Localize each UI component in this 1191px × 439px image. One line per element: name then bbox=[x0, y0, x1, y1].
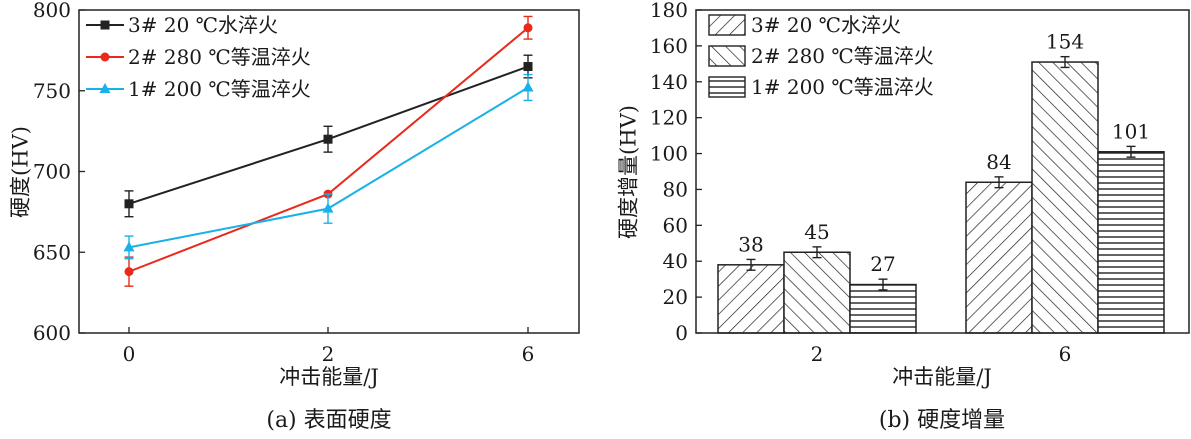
data-label-b-0-0: 38 bbox=[738, 232, 763, 256]
legend-label-a-2: 1# 200 ℃等温淬火 bbox=[128, 77, 311, 101]
data-point-a-0-1 bbox=[323, 134, 333, 144]
y-axis-title-b: 硬度增量(HV) bbox=[617, 105, 641, 239]
legend-marker-a-1 bbox=[100, 52, 110, 62]
y-tick-label-a-0: 600 bbox=[33, 321, 71, 345]
legend-label-b-1: 2# 280 ℃等温淬火 bbox=[751, 44, 934, 68]
x-tick-label-a-1: 2 bbox=[322, 342, 335, 366]
y-tick-label-b-9: 180 bbox=[650, 0, 688, 22]
data-label-b-2-0: 27 bbox=[870, 252, 895, 276]
error-bar-b-0-0 bbox=[746, 258, 756, 271]
legend-label-a-1: 2# 280 ℃等温淬火 bbox=[128, 45, 311, 69]
caption-a: (a) 表面硬度 bbox=[266, 408, 391, 433]
x-tick-label-a-0: 0 bbox=[123, 342, 136, 366]
legend-item-b-2: 1# 200 ℃等温淬火 bbox=[708, 75, 934, 99]
x-tick-label-b-1: 6 bbox=[1059, 342, 1072, 366]
y-tick-label-b-3: 60 bbox=[663, 213, 688, 237]
data-point-a-2-1 bbox=[322, 202, 334, 213]
y-tick-label-a-1: 650 bbox=[33, 240, 71, 264]
y-tick-label-a-4: 800 bbox=[33, 0, 71, 22]
x-tick-label-b-0: 2 bbox=[811, 342, 824, 366]
x-tick-label-a-2: 6 bbox=[522, 342, 535, 366]
plot-frame-a bbox=[78, 9, 580, 334]
x-axis-title-b: 冲击能量/J bbox=[892, 365, 992, 389]
y-tick-label-b-0: 0 bbox=[675, 321, 688, 345]
y-tick-label-a-3: 750 bbox=[33, 79, 71, 103]
data-point-a-2-2 bbox=[522, 81, 534, 92]
error-bar-b-2-0 bbox=[878, 278, 888, 291]
bar-b-1-0 bbox=[783, 251, 851, 334]
data-label-b-0-1: 84 bbox=[986, 150, 1011, 174]
y-tick-label-b-4: 80 bbox=[663, 177, 688, 201]
bar-b-0-0 bbox=[717, 264, 785, 334]
data-label-b-2-1: 101 bbox=[1112, 119, 1150, 143]
legend-label-b-0: 3# 20 ℃水淬火 bbox=[751, 13, 901, 37]
error-bar-b-1-1 bbox=[1060, 55, 1070, 69]
error-bar-b-2-1 bbox=[1126, 145, 1136, 158]
legend-label-b-2: 1# 200 ℃等温淬火 bbox=[751, 75, 934, 99]
y-tick-label-b-7: 140 bbox=[650, 70, 688, 94]
data-label-b-1-1: 154 bbox=[1046, 30, 1084, 54]
error-bar-b-1-0 bbox=[812, 246, 822, 259]
bar-b-2-1 bbox=[1097, 151, 1165, 334]
data-point-a-1-0 bbox=[124, 267, 134, 277]
y-axis-title-a: 硬度(HV) bbox=[9, 126, 33, 218]
legend-item-a-1: 2# 280 ℃等温淬火 bbox=[86, 45, 311, 69]
marks-a: 600 650 700 750 800 0 2 6 bbox=[33, 0, 535, 366]
bar-b-0-1 bbox=[965, 181, 1033, 334]
panel-a: 硬度(HV) 600 650 700 750 800 0 2 6 3# 20 ℃水淬火 2# 2… bbox=[9, 0, 580, 433]
series-b-0: 38 84 bbox=[717, 150, 1033, 334]
error-bar-b-0-1 bbox=[994, 176, 1004, 189]
legend-swatch-b-2 bbox=[708, 76, 746, 98]
legend-item-b-0: 3# 20 ℃水淬火 bbox=[708, 13, 901, 37]
y-axis-title-b-text: 硬度增量(HV) bbox=[617, 105, 641, 239]
data-label-b-1-0: 45 bbox=[804, 220, 829, 244]
legend-b: 3# 20 ℃水淬火 2# 280 ℃等温淬火 1# 200 ℃等温淬火 bbox=[708, 13, 934, 99]
y-tick-label-b-8: 160 bbox=[650, 34, 688, 58]
y-tick-label-b-1: 20 bbox=[663, 285, 688, 309]
legend-swatch-b-1 bbox=[708, 45, 746, 67]
series-a-0 bbox=[124, 54, 533, 218]
y-axis-title-a-text: 硬度(HV) bbox=[9, 126, 33, 218]
legend-item-b-1: 2# 280 ℃等温淬火 bbox=[708, 44, 934, 68]
legend-marker-a-2 bbox=[99, 83, 111, 93]
legend-a: 3# 20 ℃水淬火 2# 280 ℃等温淬火 1# 200 ℃等温淬火 bbox=[86, 13, 311, 101]
y-tick-label-a-2: 700 bbox=[33, 160, 71, 184]
data-point-a-0-2 bbox=[523, 62, 533, 72]
plot-frame-b bbox=[695, 9, 1190, 334]
x-axis-title-a: 冲击能量/J bbox=[279, 365, 379, 389]
y-tick-label-b-6: 120 bbox=[650, 106, 688, 130]
series-a-2 bbox=[123, 73, 534, 260]
data-point-a-0-0 bbox=[124, 199, 134, 209]
bar-b-2-0 bbox=[849, 283, 917, 334]
data-point-a-1-2 bbox=[523, 23, 533, 33]
caption-b: (b) 硬度增量 bbox=[879, 408, 1005, 433]
series-b-2: 27 101 bbox=[849, 119, 1165, 334]
legend-item-a-0: 3# 20 ℃水淬火 bbox=[86, 13, 278, 37]
legend-item-a-2: 1# 200 ℃等温淬火 bbox=[86, 77, 311, 101]
legend-marker-a-0 bbox=[100, 20, 110, 30]
y-tick-label-b-5: 100 bbox=[650, 142, 688, 166]
series-b-1: 45 154 bbox=[783, 30, 1099, 334]
y-tick-label-b-2: 40 bbox=[663, 249, 688, 273]
legend-label-a-0: 3# 20 ℃水淬火 bbox=[128, 13, 278, 37]
bar-b-1-1 bbox=[1031, 61, 1099, 334]
data-point-a-2-0 bbox=[123, 241, 135, 252]
marks-b: 0 20 40 60 80 100 120 140 160 180 2 6 38 84 45 154 27 101 bbox=[650, 0, 1165, 366]
legend-swatch-b-0 bbox=[708, 14, 746, 36]
